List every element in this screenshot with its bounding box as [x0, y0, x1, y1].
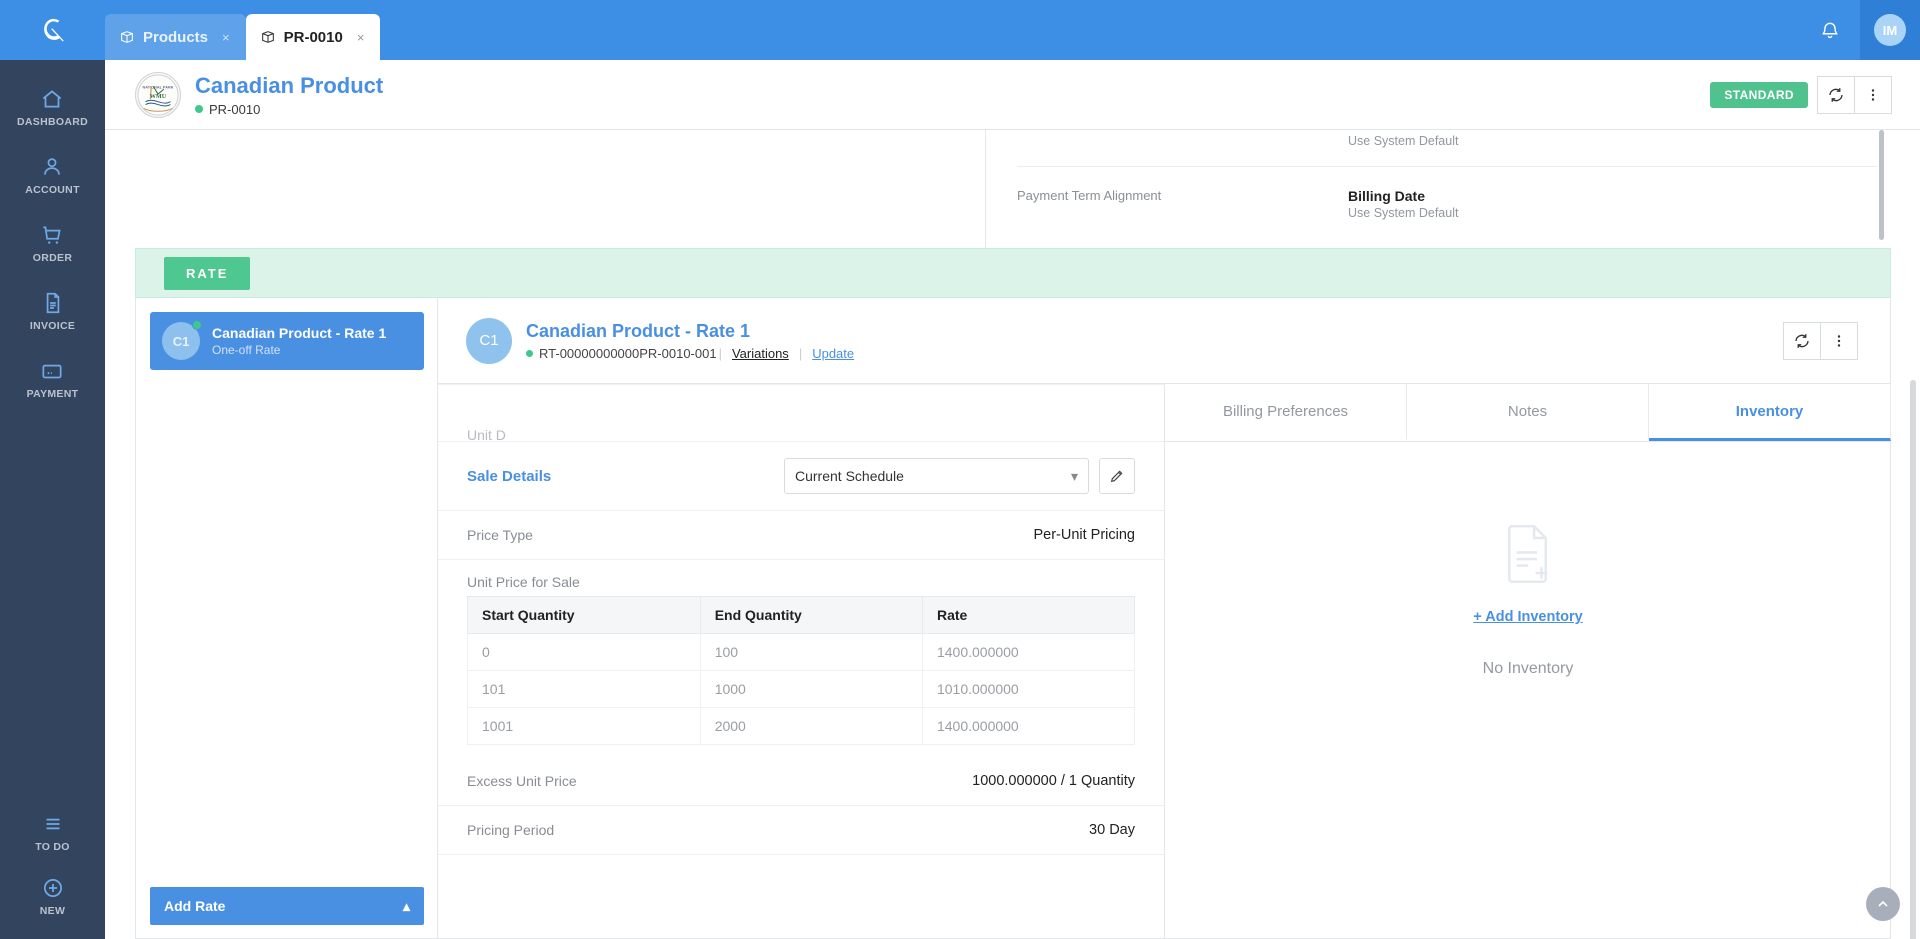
- svg-text:WMU: WMU: [150, 92, 167, 99]
- svg-text:NATIONAL PARK: NATIONAL PARK: [143, 85, 174, 89]
